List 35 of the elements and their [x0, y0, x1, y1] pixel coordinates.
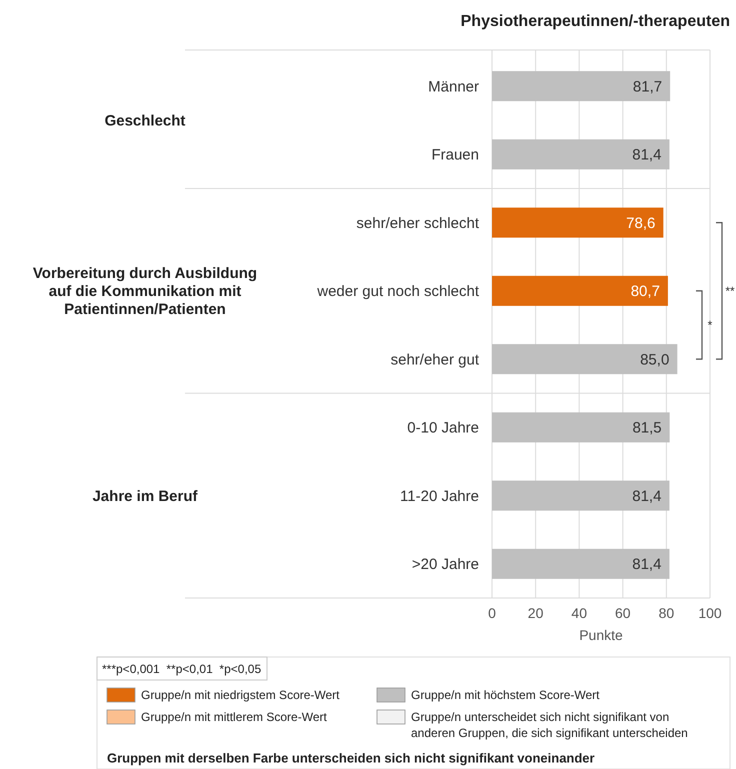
data-label: 81,4: [632, 146, 662, 164]
data-label: 78,6: [626, 214, 656, 232]
y-tick-label: 11-20 Jahre: [400, 488, 479, 505]
y-tick-label: Männer: [428, 78, 480, 96]
chart-title: Physiotherapeutinnen/-therapeuten: [460, 13, 730, 30]
legend-label: Gruppe/n mit mittlerem Score-Wert: [141, 710, 328, 724]
data-label: 81,4: [632, 556, 662, 574]
data-label: 85,0: [640, 351, 670, 368]
legend-label: Gruppe/n mit niedrigstem Score-Wert: [141, 688, 340, 702]
x-tick-label: 20: [528, 605, 544, 621]
data-label: 81,5: [632, 420, 662, 437]
x-tick-label: 60: [615, 605, 631, 621]
text: ***p<0,001 **p<0,01 *p<0,05: [102, 662, 262, 676]
y-tick-label: sehr/eher schlecht: [356, 214, 480, 232]
annotation: *: [708, 318, 713, 332]
x-tick-label: 40: [571, 605, 588, 621]
x-axis-title: Punkte: [579, 627, 624, 643]
x-tick-label: 0: [488, 605, 496, 621]
data-label: 81,4: [632, 488, 662, 505]
y-tick-label: Frauen: [431, 146, 479, 164]
text: **: [725, 284, 735, 298]
y-tick-label: 0-10 Jahre: [407, 420, 479, 437]
x-tick-label: 80: [658, 605, 674, 621]
data-label: 81,7: [632, 78, 662, 96]
y-tick-label: weder gut noch schlecht: [316, 283, 480, 300]
legend-label: Gruppe/n mit höchstem Score-Wert: [411, 688, 600, 702]
text: Geschlecht: [104, 112, 186, 130]
data-label: 80,7: [630, 283, 660, 300]
y-tick-label: >20 Jahre: [412, 556, 479, 574]
y-tick-label: sehr/eher gut: [390, 351, 480, 368]
text: Vorbereitung durch Ausbildung auf die Kommunikation mit Patientinnen/Patienten: [32, 265, 258, 318]
x-tick-label: 100: [698, 605, 722, 621]
legend-label: Gruppe/n unterscheidet sich nicht signifikant von anderen Gruppen, die sich signifikant unterscheiden: [411, 710, 688, 740]
text: Gruppen mit derselben Farbe unterscheiden sich nicht signifikant voneinander: [107, 750, 595, 766]
text: Jahre im Beruf: [92, 488, 199, 505]
